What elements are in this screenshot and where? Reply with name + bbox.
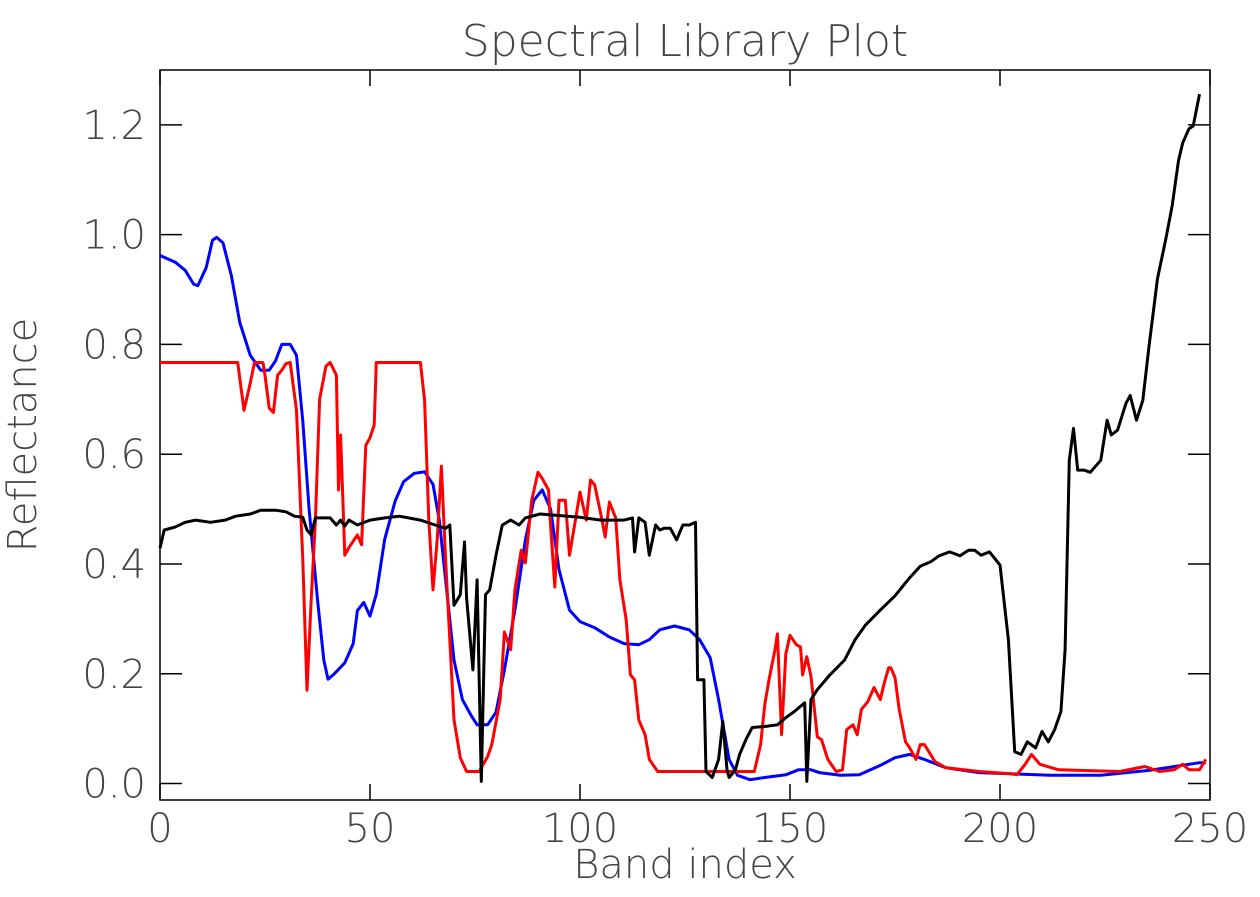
y-tick-label: 1.2	[82, 103, 146, 149]
x-tick-label: 50	[345, 806, 396, 852]
y-tick-label: 0.0	[82, 762, 146, 808]
x-tick-label: 150	[752, 806, 828, 852]
x-tick-label: 200	[962, 806, 1038, 852]
y-tick-label: 0.2	[82, 652, 146, 698]
series-line	[158, 93, 1201, 783]
x-tick-label: 100	[542, 806, 618, 852]
y-tick-label: 0.4	[82, 542, 146, 588]
chart-title: Spectral Library Plot	[462, 16, 908, 67]
series-line	[159, 235, 1206, 782]
x-axis-label: Band index	[573, 842, 797, 888]
y-axis-label: Reflectance	[0, 318, 46, 553]
y-tick-label: 1.0	[82, 213, 146, 259]
x-tick-label: 250	[1172, 806, 1248, 852]
series-line	[160, 361, 1208, 777]
y-tick-label: 0.8	[82, 322, 146, 368]
x-tick-label: 0	[147, 806, 172, 852]
y-tick-label: 0.6	[82, 432, 146, 478]
plot-frame	[159, 69, 1211, 801]
